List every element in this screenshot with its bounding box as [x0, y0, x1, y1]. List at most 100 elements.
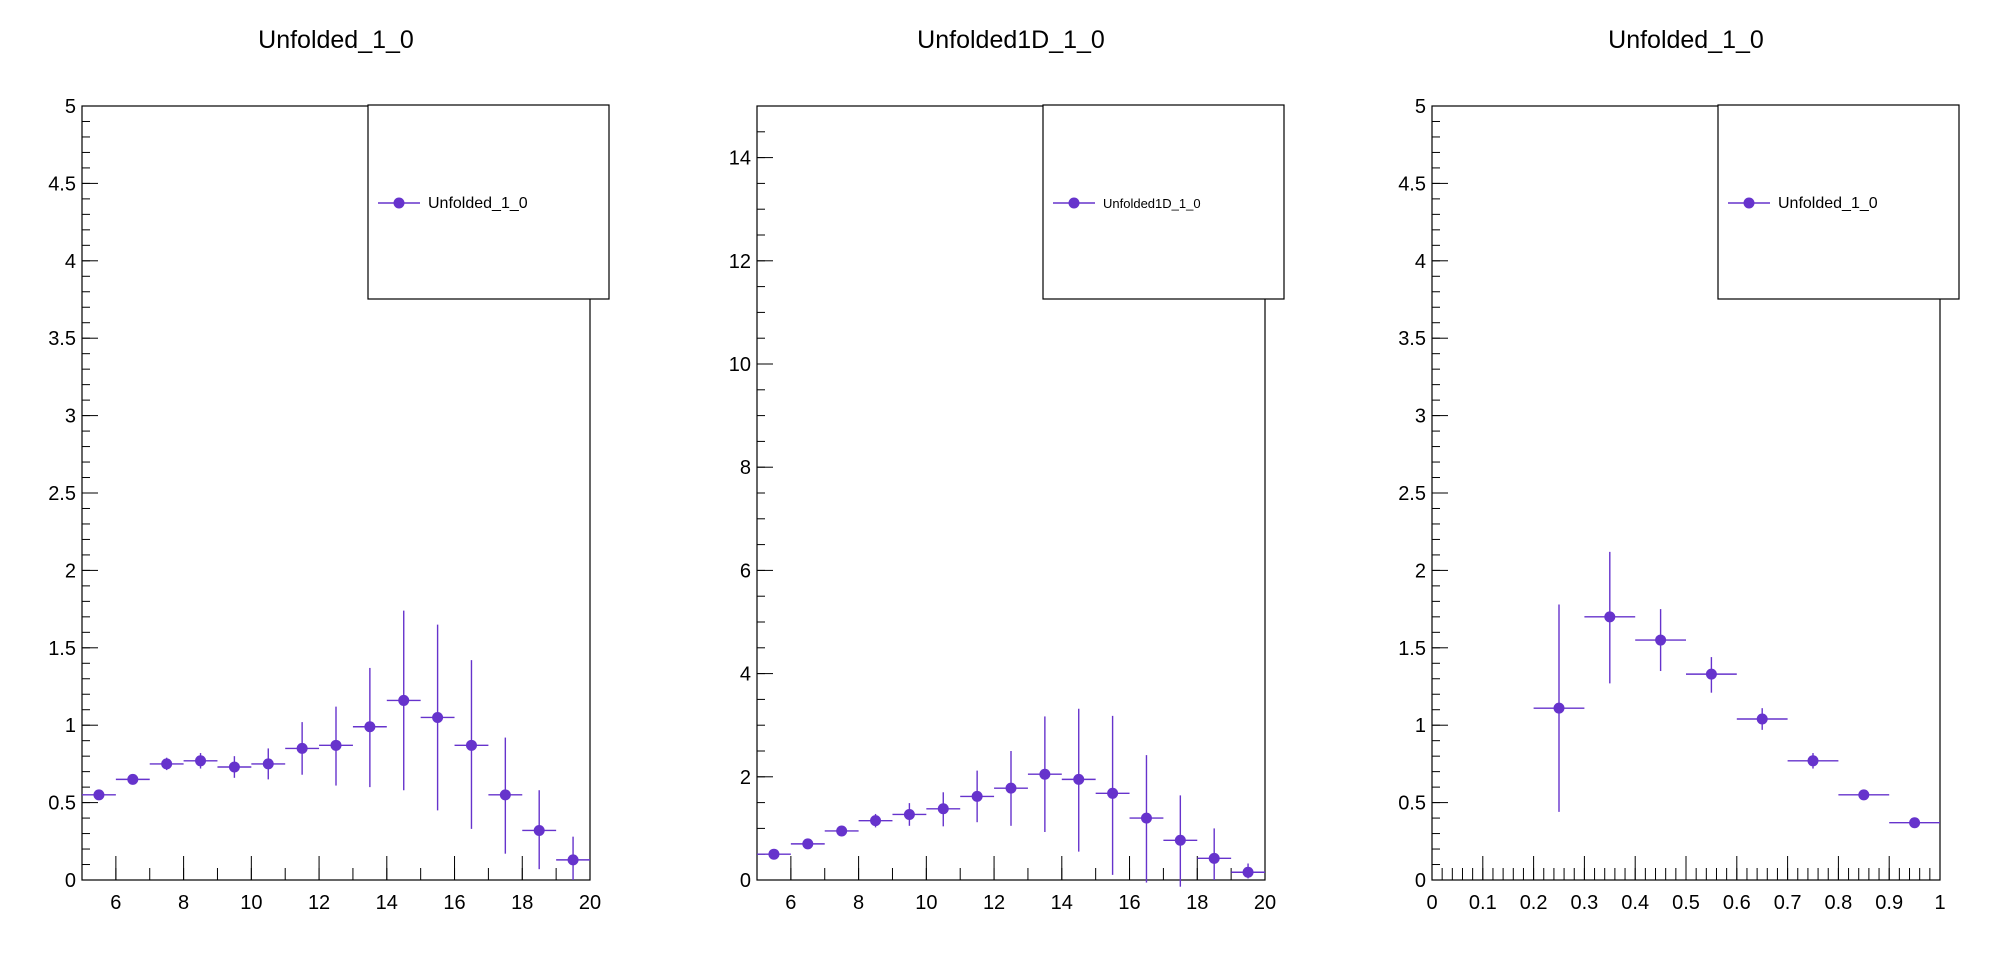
x-tick-label: 8: [178, 892, 189, 914]
data-marker: [195, 755, 207, 767]
data-marker: [93, 789, 105, 801]
chart-title: Unfolded_1_0: [258, 26, 414, 54]
data-point: [1163, 795, 1198, 887]
y-tick-label: 1: [1415, 715, 1426, 737]
data-point: [1838, 789, 1890, 801]
x-tick-label: 8: [853, 892, 864, 914]
y-tick-label: 3.5: [1398, 328, 1426, 350]
x-tick-label: 12: [983, 892, 1005, 914]
data-point: [1889, 817, 1940, 829]
data-marker: [1909, 817, 1921, 829]
x-tick-label: 10: [915, 892, 937, 914]
legend: Unfolded1D_1_0: [1042, 104, 1285, 300]
chart-title: Unfolded1D_1_0: [917, 26, 1105, 54]
data-marker: [330, 739, 342, 751]
x-tick-label: 12: [308, 892, 330, 914]
x-tick-label: 0.9: [1875, 892, 1903, 914]
x-tick-label: 14: [376, 892, 398, 914]
data-point: [790, 838, 825, 850]
data-point: [454, 660, 489, 829]
data-marker: [161, 758, 173, 770]
data-marker: [1140, 812, 1152, 824]
data-point: [183, 753, 218, 769]
y-tick-label: 4: [740, 664, 751, 686]
data-marker: [432, 711, 444, 723]
data-marker: [937, 803, 949, 815]
data-marker: [465, 739, 477, 751]
x-tick-label: 0.2: [1520, 892, 1548, 914]
y-tick-label: 4.5: [1398, 173, 1426, 195]
data-marker: [1553, 702, 1565, 714]
y-tick-label: 1: [65, 715, 76, 737]
y-tick-label: 0: [65, 870, 76, 892]
x-tick-label: 14: [1051, 892, 1073, 914]
data-point: [420, 624, 455, 811]
legend: Unfolded_1_0: [367, 104, 610, 300]
y-tick-label: 10: [729, 354, 751, 376]
x-tick-label: 20: [579, 892, 601, 914]
data-marker: [836, 825, 848, 837]
data-point: [251, 748, 286, 780]
y-tick-label: 2: [740, 767, 751, 789]
x-tick-label: 0.8: [1824, 892, 1852, 914]
legend-marker: [393, 197, 405, 209]
data-marker: [971, 790, 983, 802]
x-tick-label: 16: [1118, 892, 1140, 914]
y-tick-label: 3.5: [48, 328, 76, 350]
legend-box: [1717, 104, 1960, 300]
data-series: [757, 708, 1265, 887]
data-point: [1197, 828, 1232, 880]
data-marker: [567, 854, 579, 866]
x-tick-label: 0.7: [1774, 892, 1802, 914]
data-point: [1231, 863, 1265, 879]
y-tick-label: 2: [1415, 560, 1426, 582]
data-marker: [228, 761, 240, 773]
data-point: [115, 773, 150, 785]
x-tick-label: 0: [1426, 892, 1437, 914]
data-point: [994, 751, 1028, 826]
x-tick-label: 18: [511, 892, 533, 914]
data-marker: [1858, 789, 1870, 801]
data-point: [858, 813, 893, 828]
data-marker: [1655, 634, 1667, 646]
legend-marker: [1743, 197, 1755, 209]
data-marker: [903, 808, 915, 820]
data-point: [1129, 755, 1164, 883]
data-point: [386, 610, 421, 791]
data-marker: [1039, 768, 1051, 780]
data-point: [82, 789, 116, 801]
x-tick-label: 0.3: [1570, 892, 1598, 914]
y-tick-label: 2.5: [48, 483, 76, 505]
data-point: [217, 756, 252, 778]
x-tick-label: 20: [1254, 892, 1276, 914]
x-tick-label: 16: [443, 892, 465, 914]
data-series: [82, 610, 590, 880]
y-tick-label: 2: [65, 560, 76, 582]
data-marker: [1107, 787, 1119, 799]
data-marker: [398, 694, 410, 706]
data-marker: [1705, 668, 1717, 680]
x-tick-label: 0.1: [1469, 892, 1497, 914]
y-tick-label: 14: [729, 148, 751, 170]
data-point: [1027, 716, 1062, 833]
data-point: [960, 770, 995, 823]
data-point: [1061, 708, 1096, 852]
chart-panel-1: Unfolded_1_0 0 0.5 1 1.5 2 2.5 3 3.5 4 4.5 5 6 8 10 12 1…: [48, 26, 610, 914]
x-tick-label: 6: [110, 892, 121, 914]
data-point: [1686, 657, 1737, 693]
data-series: [1533, 551, 1940, 829]
data-marker: [1174, 834, 1186, 846]
y-tick-label: 12: [729, 251, 751, 273]
x-tick-label: 18: [1186, 892, 1208, 914]
data-marker: [1756, 713, 1768, 725]
chart-panel-3: Unfolded_1_0 0 0.5 1 1.5 2 2.5 3 3.5 4 4.5 5 0 0.1 0.2…: [1398, 26, 1960, 914]
data-marker: [1604, 611, 1616, 623]
y-tick-label: 1.5: [1398, 638, 1426, 660]
data-marker: [296, 742, 308, 754]
data-point: [824, 825, 859, 837]
data-point: [556, 836, 590, 880]
data-marker: [1073, 773, 1085, 785]
data-point: [926, 792, 961, 827]
x-tick-label: 0.6: [1723, 892, 1751, 914]
